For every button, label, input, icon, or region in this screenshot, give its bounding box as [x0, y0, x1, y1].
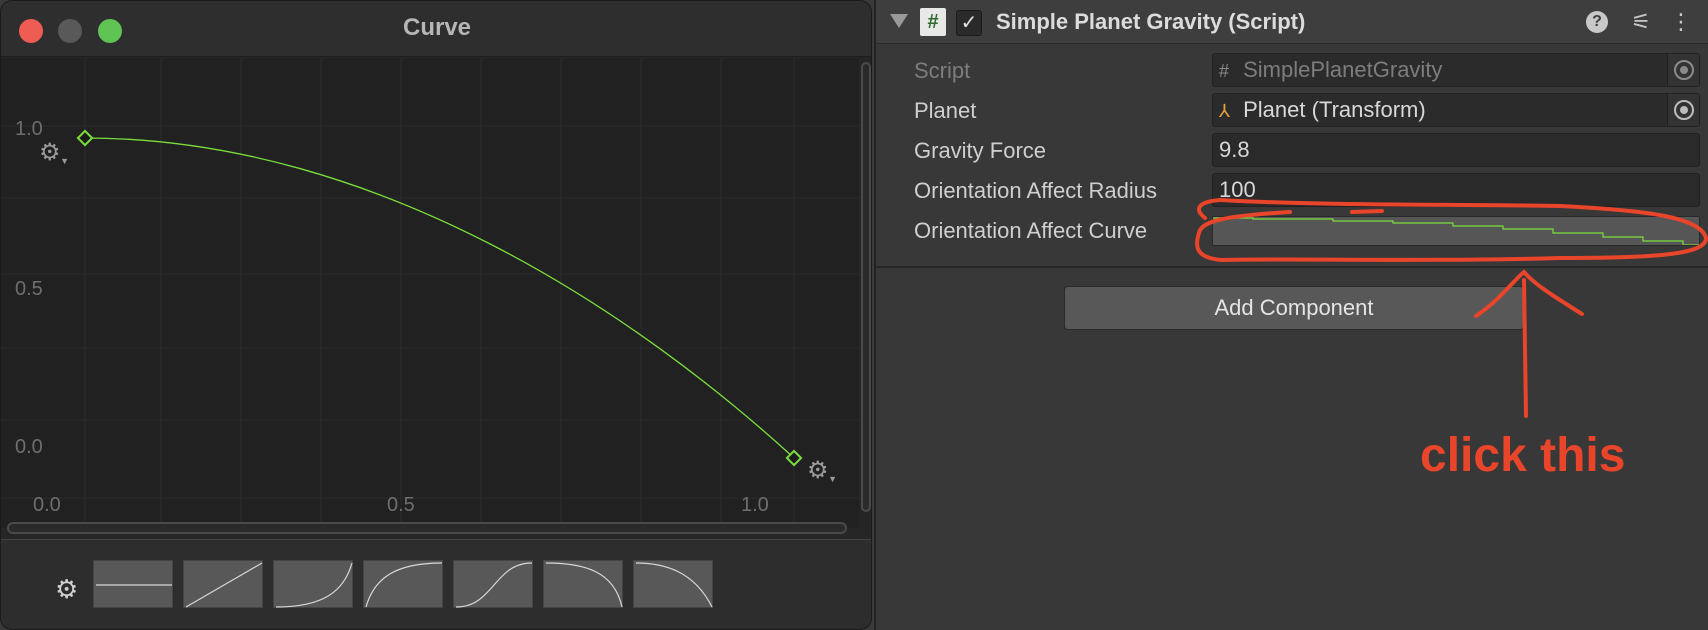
prop-label-orientation-radius: Orientation Affect Radius	[914, 178, 1157, 203]
y-tick-label: 0.5	[15, 278, 43, 300]
curve-presets-bar: ⚙	[1, 539, 871, 629]
preset-ease-out-reverse[interactable]	[633, 560, 713, 608]
scrollbar-thumb[interactable]	[861, 62, 871, 512]
prop-label-orientation-curve: Orientation Affect Curve	[914, 218, 1148, 243]
help-icon[interactable]: ?	[1586, 11, 1608, 33]
divider	[876, 266, 1708, 268]
preset-ease-in-out[interactable]	[453, 560, 533, 608]
maximize-window-button[interactable]	[98, 19, 122, 43]
window-titlebar: Curve	[1, 1, 871, 57]
curve-key-end[interactable]	[785, 449, 803, 467]
add-component-button[interactable]: Add Component	[1064, 286, 1524, 330]
orientation-radius-input[interactable]: 100	[1212, 173, 1700, 207]
preset-ease-out[interactable]	[363, 560, 443, 608]
curve-graph-canvas[interactable]	[1, 58, 859, 528]
preset-ease-in[interactable]	[273, 560, 353, 608]
y-tick-label: 1.0	[15, 118, 43, 140]
x-tick-label: 0.5	[387, 494, 415, 516]
curve-preview	[1213, 217, 1699, 245]
script-field[interactable]: # SimplePlanetGravity	[1212, 53, 1700, 87]
inspector-panel: # ✓ Simple Planet Gravity (Script) ? ⚟ ⋮…	[874, 0, 1708, 630]
preset-ease-in-reverse[interactable]	[543, 560, 623, 608]
key-options-gear-icon[interactable]: ⚙ ▼	[39, 139, 69, 166]
curve-editor-window: Curve	[0, 0, 872, 630]
curve-key-start[interactable]	[76, 129, 94, 147]
window-title: Curve	[402, 14, 472, 41]
planet-field-value: Planet (Transform)	[1243, 97, 1426, 122]
close-window-button[interactable]	[19, 19, 43, 43]
component-enabled-checkbox[interactable]: ✓	[956, 10, 982, 36]
presets-gear-icon[interactable]: ⚙	[55, 574, 79, 604]
script-icon: #	[1219, 61, 1230, 81]
script-field-value: SimplePlanetGravity	[1243, 57, 1443, 82]
x-tick-label: 1.0	[741, 494, 769, 516]
curve-line[interactable]	[84, 137, 795, 459]
preset-flat[interactable]	[93, 560, 173, 608]
foldout-arrow-icon[interactable]	[890, 14, 908, 28]
component-header[interactable]: # ✓ Simple Planet Gravity (Script) ? ⚟ ⋮	[876, 0, 1708, 44]
annotation-text: click this	[1420, 429, 1626, 482]
component-title: Simple Planet Gravity (Script)	[996, 9, 1306, 34]
x-tick-label: 0.0	[33, 494, 61, 516]
y-tick-label: 0.0	[15, 436, 43, 458]
planet-field[interactable]: ⅄ Planet (Transform)	[1212, 93, 1700, 127]
vertical-scrollbar[interactable]	[859, 58, 871, 528]
curve-graph[interactable]: 1.0 0.5 0.0 0.0 0.5 1.0 ⚙ ▼ ⚙ ▼	[1, 58, 859, 528]
object-picker-button[interactable]	[1667, 54, 1699, 86]
script-icon: #	[920, 8, 946, 36]
more-options-icon[interactable]: ⋮	[1670, 9, 1692, 34]
gravity-force-input[interactable]: 9.8	[1212, 133, 1700, 167]
presets-sliders-icon[interactable]: ⚟	[1631, 9, 1651, 34]
transform-icon: ⅄	[1219, 101, 1230, 121]
minimize-window-button[interactable]	[58, 19, 82, 43]
prop-label-planet: Planet	[914, 98, 977, 123]
object-picker-button[interactable]	[1667, 94, 1699, 126]
prop-label-gravity-force: Gravity Force	[914, 138, 1047, 163]
horizontal-scrollbar[interactable]	[7, 522, 847, 534]
preset-linear[interactable]	[183, 560, 263, 608]
orientation-curve-field[interactable]	[1212, 216, 1700, 246]
prop-label-script: Script	[914, 58, 971, 83]
key-options-gear-icon[interactable]: ⚙ ▼	[807, 457, 837, 484]
